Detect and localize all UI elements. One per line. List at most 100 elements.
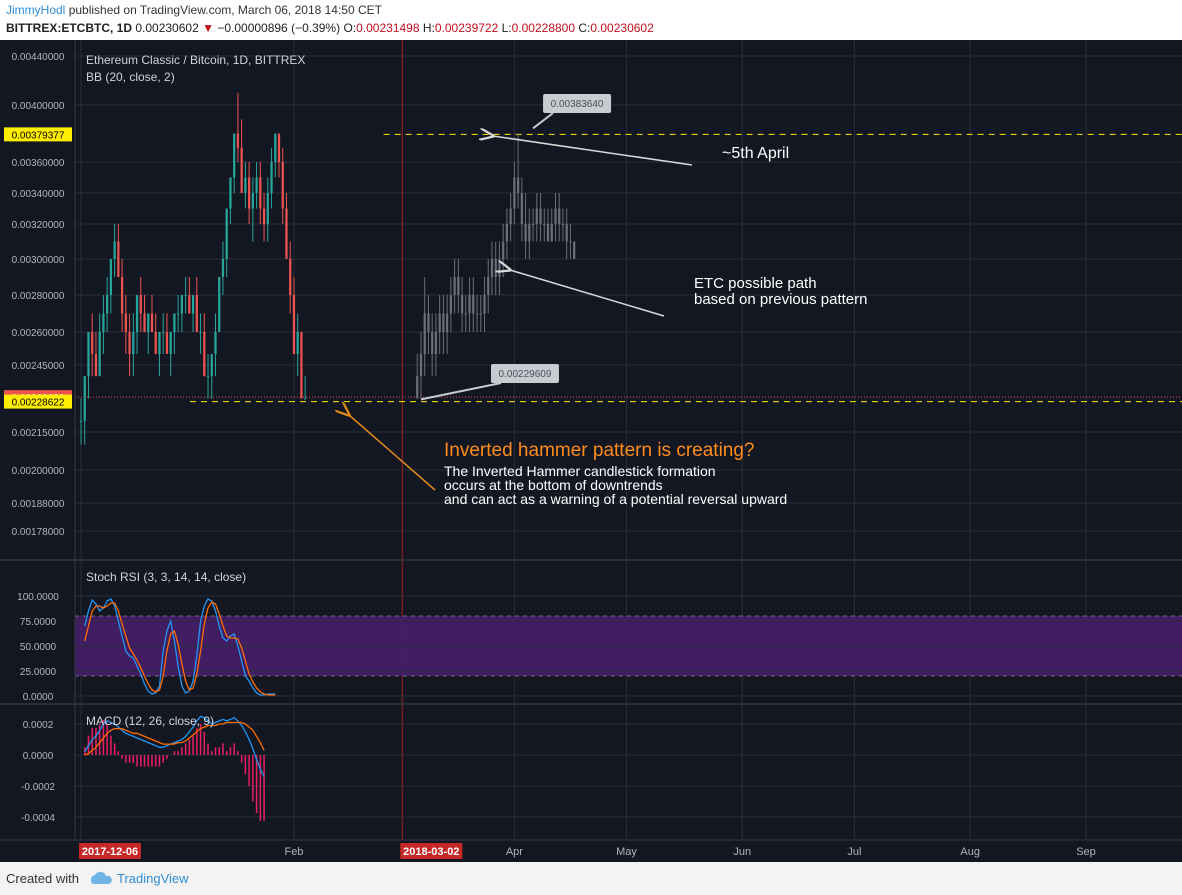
- candle: [87, 332, 90, 377]
- projection-candle: [535, 208, 538, 224]
- time-tick-label: 2017-12-06: [82, 846, 138, 858]
- candle: [218, 277, 221, 332]
- stoch-tick-label: 0.0000: [23, 692, 54, 703]
- candle: [210, 354, 213, 377]
- projection-candle: [502, 241, 505, 259]
- candle: [158, 332, 161, 354]
- candle: [281, 162, 284, 209]
- projection-candle: [427, 313, 430, 332]
- price-tick-label: 0.00280000: [12, 291, 65, 302]
- projection-candle: [546, 224, 550, 242]
- price-tick-label: 0.00245000: [12, 361, 65, 372]
- stoch-tick-label: 75.0000: [20, 617, 57, 628]
- projection-candle: [431, 332, 434, 354]
- chart-area[interactable]: 0.00383640 0.00229609 0.00440000 0.0040000…: [0, 40, 1182, 862]
- projection-candle: [569, 241, 572, 243]
- projection-candle: [479, 313, 482, 315]
- projection-candle: [494, 259, 497, 277]
- time-tick-label: Apr: [506, 846, 523, 858]
- projection-candle: [539, 208, 542, 224]
- projection-candle: [472, 295, 475, 314]
- time-tick-highlight: [79, 843, 141, 859]
- projection-candle: [524, 224, 527, 242]
- price-tick-label: 0.00400000: [12, 101, 65, 112]
- projection-candle: [528, 224, 531, 242]
- stoch-tick-label: 50.0000: [20, 642, 57, 653]
- down-arrow-icon: ▼: [202, 21, 214, 35]
- price-tick-label: 0.00360000: [12, 158, 65, 169]
- candle: [109, 259, 113, 295]
- candle: [143, 313, 146, 332]
- callout-text: 0.00383640: [551, 99, 604, 110]
- candle: [195, 295, 198, 332]
- candle: [162, 332, 165, 333]
- candle: [285, 208, 288, 259]
- candle: [206, 376, 210, 378]
- projection-candle: [543, 224, 546, 225]
- open-label: O:: [343, 21, 357, 35]
- candle: [180, 295, 183, 314]
- candle: [289, 259, 292, 295]
- candle: [169, 332, 172, 354]
- price-tick-label: 0.00340000: [12, 189, 65, 200]
- projection-candle: [516, 177, 520, 193]
- candle: [214, 332, 217, 354]
- time-tick-label: 2018-03-02: [403, 846, 459, 858]
- april-annotation: ~5th April: [722, 145, 789, 162]
- projection-candle: [520, 193, 523, 224]
- candle: [191, 295, 195, 314]
- callout-box: [543, 94, 612, 113]
- time-tick-label: Jul: [847, 846, 861, 858]
- chart-svg[interactable]: 0.00383640 0.00229609 0.00440000 0.0040000…: [0, 40, 1182, 862]
- author-link[interactable]: JimmyHodl: [6, 3, 66, 17]
- published-text: published on TradingView.com, March 06, …: [68, 3, 382, 17]
- close-value: 0.00230602: [590, 21, 654, 35]
- low-label: L:: [501, 21, 512, 35]
- hammer-arrow: [349, 415, 436, 491]
- projection-candle: [460, 295, 464, 314]
- pane-dividers: [0, 40, 1182, 841]
- callout-pointer: [532, 112, 554, 130]
- ohlc-line: BITTREX:ETCBTC, 1D 0.00230602 ▼ −0.00000…: [6, 21, 654, 35]
- candle: [300, 332, 303, 399]
- last-price: 0.00230602: [135, 21, 199, 35]
- projection-candle: [509, 208, 512, 224]
- time-tick-label: May: [616, 846, 637, 858]
- macd-tick-label: 0.0002: [23, 720, 54, 731]
- callout-pointer: [420, 382, 502, 401]
- candle: [229, 177, 232, 209]
- candle: [277, 133, 281, 162]
- candle: [91, 332, 94, 354]
- main-chart-title: Ethereum Classic / Bitcoin, 1D, BITTREX: [86, 53, 305, 67]
- candle: [128, 332, 131, 354]
- projection-candle: [438, 313, 441, 332]
- projection-candle: [468, 295, 471, 314]
- candle: [225, 208, 228, 259]
- tradingview-cloud-icon: [90, 871, 112, 884]
- candle: [177, 313, 180, 315]
- candle: [117, 241, 120, 277]
- candle: [184, 295, 187, 296]
- candle: [83, 376, 86, 421]
- high-label: H:: [422, 21, 435, 35]
- price-tick-label: 0.00440000: [12, 52, 65, 63]
- projection-candle: [446, 313, 449, 332]
- projection-candle: [550, 224, 553, 242]
- change-text: −0.00000896 (−0.39%): [217, 21, 341, 35]
- low-value: 0.00228800: [511, 21, 576, 35]
- projection-candle: [464, 313, 467, 315]
- projection-candle: [531, 224, 535, 225]
- candle: [188, 295, 191, 314]
- candle: [221, 259, 225, 277]
- tradingview-link[interactable]: TradingView: [117, 871, 189, 886]
- stoch-k-line: [84, 598, 276, 696]
- macd-tick-label: 0.0000: [23, 751, 54, 762]
- close-label: C:: [578, 21, 591, 35]
- candle: [79, 420, 83, 422]
- projection-candle: [434, 332, 438, 354]
- candle: [150, 313, 154, 332]
- candle: [270, 162, 273, 193]
- projection-candle: [419, 354, 423, 377]
- stoch-d-line: [84, 601, 276, 696]
- candle: [173, 313, 176, 332]
